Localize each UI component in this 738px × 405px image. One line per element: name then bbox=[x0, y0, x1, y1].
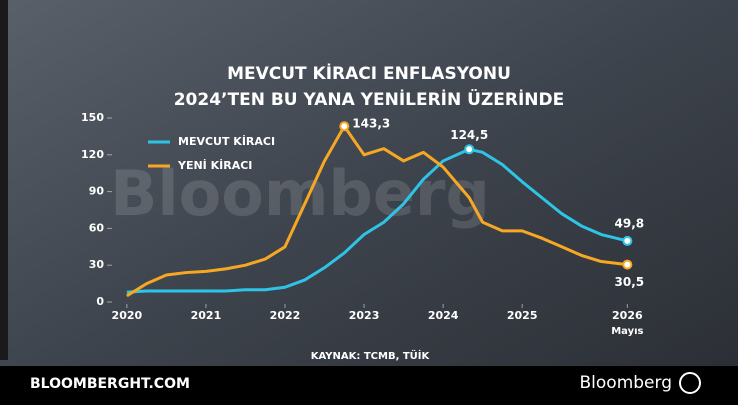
footer-brand: Bloomberg bbox=[580, 373, 672, 393]
value-label: 49,8 bbox=[615, 216, 645, 230]
x-tick-label: 2023 bbox=[349, 309, 380, 322]
x-tick-label: 2024 bbox=[428, 309, 459, 322]
chart: KAYNAK: TCMB, TÜİK Bloomberg MEVCUT KİRA… bbox=[0, 0, 738, 405]
x-tick-label: 2025 bbox=[507, 309, 538, 322]
value-label: 30,5 bbox=[615, 275, 645, 289]
value-label: 143,3 bbox=[352, 117, 390, 131]
x-tick-label: 2021 bbox=[191, 309, 222, 322]
y-tick-label: 0 bbox=[96, 295, 104, 308]
x-note: Mayıs bbox=[611, 326, 643, 337]
x-tick-label: 2026 bbox=[612, 309, 643, 322]
y-tick-label: 90 bbox=[89, 185, 105, 198]
point-marker bbox=[623, 237, 631, 245]
chart-subtitle: 2024’TEN BU YANA YENİLERİN ÜZERİNDE bbox=[174, 88, 565, 110]
y-tick-label: 150 bbox=[81, 111, 104, 124]
point-marker bbox=[465, 145, 473, 153]
x-tick-label: 2022 bbox=[270, 309, 301, 322]
value-label: 124,5 bbox=[450, 128, 488, 142]
point-marker bbox=[623, 261, 631, 269]
point-marker bbox=[340, 122, 348, 130]
y-tick-label: 120 bbox=[81, 148, 104, 161]
x-tick-label: 2020 bbox=[112, 309, 143, 322]
watermark: Bloomberg bbox=[110, 157, 490, 230]
left-strip bbox=[0, 0, 8, 360]
legend-label: MEVCUT KİRACI bbox=[178, 134, 275, 148]
y-tick-label: 30 bbox=[89, 258, 105, 271]
footer-site: BLOOMBERGHT.COM bbox=[30, 376, 190, 392]
y-tick-label: 60 bbox=[89, 221, 105, 234]
legend-label: YENİ KİRACI bbox=[177, 158, 252, 172]
source: KAYNAK: TCMB, TÜİK bbox=[311, 348, 431, 362]
chart-title: MEVCUT KİRACI ENFLASYONU bbox=[227, 62, 511, 84]
